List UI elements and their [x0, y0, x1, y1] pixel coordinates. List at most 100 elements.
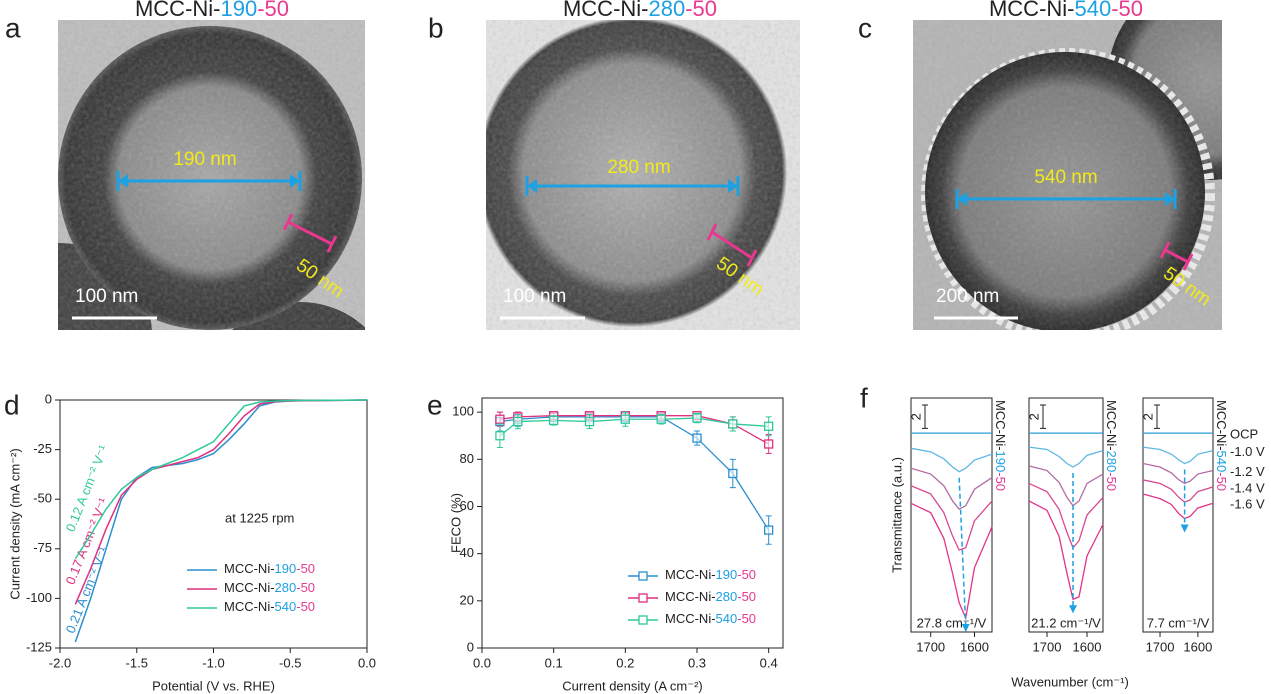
- legend-label: MCC-Ni-190-50: [665, 567, 756, 582]
- name-part: 540: [716, 611, 738, 626]
- spectrum: [1142, 446, 1214, 465]
- scale-bar-label: 2: [1140, 413, 1155, 420]
- x-tick-label: 0.0: [358, 655, 376, 670]
- plot-frame: [910, 397, 993, 633]
- name-part: -50: [993, 472, 1008, 491]
- name-part: -50: [296, 580, 315, 595]
- x-tick-label: 1600: [1183, 639, 1212, 654]
- name-part: 190: [221, 0, 258, 21]
- name-part: MCC-Ni-: [665, 567, 716, 582]
- y-tick-label: 40: [460, 545, 474, 560]
- y-tick-label: 80: [460, 451, 474, 466]
- shell-bar: [287, 220, 333, 246]
- legend-label: -1.6 V: [1230, 497, 1265, 512]
- x-tick-label: 1700: [1146, 639, 1175, 654]
- legend-label: -1.4 V: [1230, 480, 1265, 495]
- name-part: -50: [737, 567, 756, 582]
- name-part: 540: [1214, 451, 1229, 473]
- shell-bar: [1164, 248, 1189, 264]
- panel-letter: a: [5, 12, 21, 43]
- y-tick-label: -100: [26, 590, 52, 605]
- x-axis-label: Wavenumber (cm⁻¹): [1011, 674, 1129, 689]
- y-tick-label: -50: [33, 491, 52, 506]
- x-tick-label: 1600: [960, 639, 989, 654]
- name-part: -50: [737, 611, 756, 626]
- shell-bar: [711, 230, 753, 260]
- x-tick-label: 0.3: [688, 655, 706, 670]
- name-part: 540: [1075, 0, 1112, 21]
- y-tick-label: 20: [460, 592, 474, 607]
- y-tick-label: -25: [33, 441, 52, 456]
- legend-label: MCC-Ni-280-50: [665, 589, 756, 604]
- legend-label: -1.0 V: [1230, 444, 1265, 459]
- shell-bar-end: [706, 223, 718, 241]
- data-point: [656, 414, 666, 424]
- shell-bar-end: [282, 213, 294, 231]
- scale-bar-label: 2: [1026, 413, 1041, 420]
- name-part: 280: [1104, 451, 1119, 473]
- annotation: at 1225 rpm: [225, 510, 294, 525]
- plot-frame: [1142, 397, 1214, 633]
- legend-marker: [638, 593, 648, 603]
- y-tick-label: -75: [33, 540, 52, 555]
- x-tick-label: 1600: [1073, 639, 1102, 654]
- scale-bar: [1040, 404, 1046, 429]
- sample-label: MCC-Ni-540-50: [1214, 400, 1229, 491]
- y-tick-label: 60: [460, 498, 474, 513]
- spectrum: [910, 447, 993, 473]
- curve: [74, 399, 368, 605]
- name-part: -50: [737, 589, 756, 604]
- shift-arrow-head: [1069, 605, 1077, 614]
- spectrum: [1028, 465, 1104, 507]
- name-part: MCC-Ni-: [1214, 400, 1229, 451]
- data-point: [549, 415, 559, 426]
- spectrum: [1142, 462, 1214, 485]
- panel-title: MCC-Ni-540-50: [989, 0, 1143, 21]
- y-tick-label: 100: [452, 404, 474, 419]
- legend-marker: [638, 615, 648, 625]
- name-part: MCC-Ni-: [135, 0, 221, 21]
- name-part: -50: [296, 599, 315, 614]
- shell-bar-end: [746, 249, 758, 267]
- name-part: 190: [993, 451, 1008, 473]
- name-part: -50: [1214, 472, 1229, 491]
- data-point: [728, 468, 738, 479]
- name-part: 540: [275, 599, 297, 614]
- x-tick-label: 0.0: [473, 655, 491, 670]
- shell-bar-end: [1182, 253, 1194, 271]
- y-axis-label: FECO (%): [448, 493, 463, 553]
- x-axis-label: Potential (V vs. RHE): [152, 678, 275, 693]
- data-point: [764, 439, 774, 449]
- y-tick-label: -125: [26, 639, 52, 654]
- name-part: 280: [716, 589, 738, 604]
- data-point: [584, 416, 595, 427]
- data-point: [495, 431, 505, 441]
- shift-arrow-head: [961, 623, 970, 632]
- panel-title: MCC-Ni-280-50: [563, 0, 717, 21]
- spectrum: [1142, 493, 1214, 520]
- plot-frame: [481, 397, 784, 649]
- panel-letter: f: [860, 382, 868, 413]
- panel-letter: e: [427, 389, 443, 420]
- legend-label: MCC-Ni-190-50: [224, 561, 315, 576]
- data-point: [692, 433, 702, 443]
- legend-label: MCC-Ni-280-50: [224, 580, 315, 595]
- name-part: 190: [275, 561, 297, 576]
- name-part: MCC-Ni-: [224, 580, 275, 595]
- name-part: MCC-Ni-: [665, 611, 716, 626]
- spectrum: [1028, 446, 1104, 468]
- name-part: MCC-Ni-: [1104, 400, 1119, 451]
- plot-frame: [1028, 397, 1104, 633]
- curve: [74, 399, 368, 643]
- x-tick-label: -2.0: [49, 655, 71, 670]
- panel-letter: c: [858, 12, 872, 43]
- shell-bar-end: [326, 235, 338, 253]
- scale-bar: [1154, 404, 1160, 429]
- x-tick-label: 0.1: [545, 655, 563, 670]
- x-axis-label: Current density (A cm⁻²): [562, 678, 703, 693]
- spectrum: [1142, 479, 1214, 503]
- plot-frame: [59, 399, 368, 649]
- x-tick-label: 1700: [916, 639, 945, 654]
- diameter-label: 280 nm: [607, 157, 670, 178]
